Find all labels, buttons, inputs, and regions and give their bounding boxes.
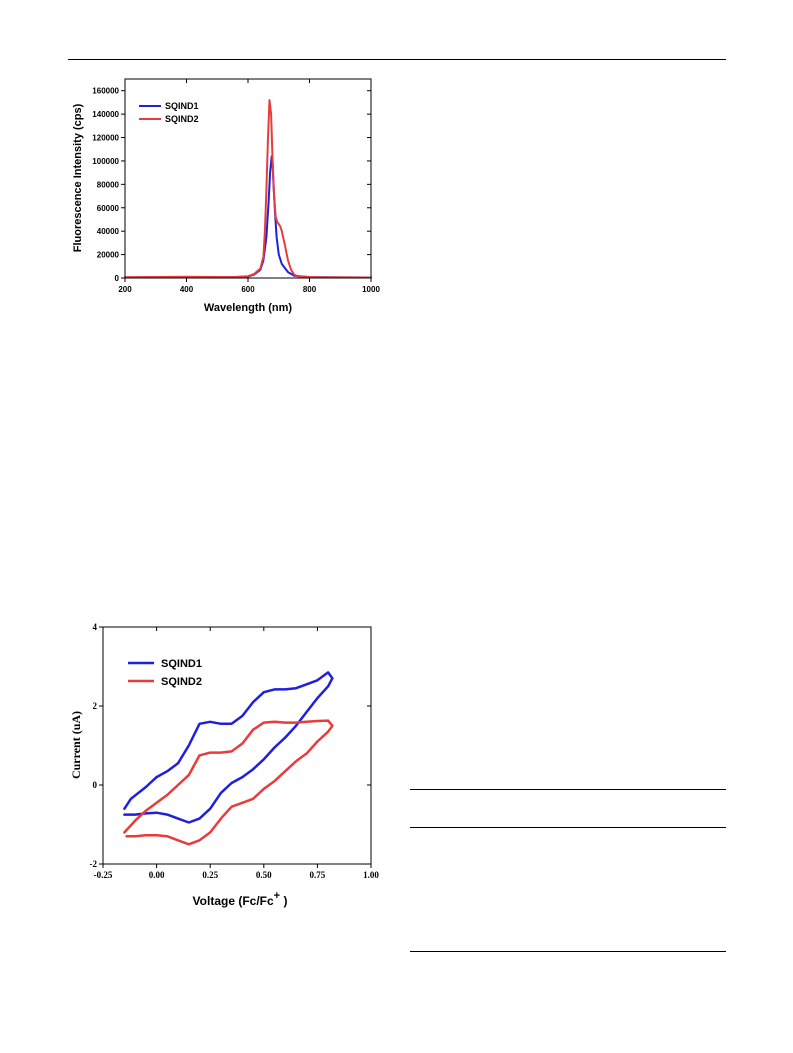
legend-label-sqind1: SQIND1 <box>165 101 199 111</box>
x-tick-label: 600 <box>241 285 255 294</box>
y-tick-label: 120000 <box>92 134 119 143</box>
y-tick-label: 40000 <box>97 227 120 236</box>
y-tick-label: 0 <box>115 274 120 283</box>
x-axis-title: Wavelength (nm) <box>204 302 293 314</box>
y-axis-title: Current (uA) <box>69 711 83 779</box>
fluorescence-chart: 0 20000 40000 60000 80000 100000 120000 140000 1… <box>72 78 380 314</box>
table-header-rule <box>410 827 726 828</box>
x-axis-ticks: -0.25 0.00 0.25 0.50 0.75 1.00 <box>94 627 379 880</box>
x-tick-label: 1.00 <box>363 870 379 880</box>
y-tick-label: -2 <box>90 859 98 869</box>
table-bottom-rule <box>410 951 726 952</box>
x-tick-label: 1000 <box>362 285 380 294</box>
y-axis-title: Fluorescence Intensity (cps) <box>72 103 84 252</box>
x-tick-label: 200 <box>118 285 132 294</box>
y-tick-label: 80000 <box>97 180 120 189</box>
y-tick-label: 60000 <box>97 204 120 213</box>
y-axis-ticks: -2 0 2 4 <box>90 622 371 869</box>
x-axis-title: Voltage (Fc/Fc+ ) <box>193 890 288 908</box>
legend-label-sqind2: SQIND2 <box>161 676 202 688</box>
x-tick-label: 0.50 <box>256 870 272 880</box>
y-axis-ticks: 0 20000 40000 60000 80000 100000 120000 140000 1… <box>92 87 371 283</box>
x-tick-label: -0.25 <box>94 870 113 880</box>
legend-label-sqind1: SQIND1 <box>161 658 202 670</box>
x-tick-label: 800 <box>303 285 317 294</box>
y-tick-label: 2 <box>93 701 98 711</box>
legend: SQIND1 SQIND2 <box>139 101 199 124</box>
series-lines <box>123 671 334 846</box>
y-tick-label: 100000 <box>92 157 119 166</box>
series-lines <box>124 99 372 279</box>
series-line-sqind1 <box>123 671 334 824</box>
x-axis-ticks: 200 400 600 800 1000 <box>118 79 380 294</box>
y-tick-label: 0 <box>93 780 98 790</box>
x-tick-label: 400 <box>180 285 194 294</box>
y-tick-label: 20000 <box>97 251 120 260</box>
x-tick-label: 0.25 <box>202 870 218 880</box>
legend-label-sqind2: SQIND2 <box>165 114 199 124</box>
x-tick-label: 0.00 <box>149 870 165 880</box>
table-top-rule <box>410 789 726 790</box>
y-tick-label: 140000 <box>92 110 119 119</box>
header-rule <box>68 59 726 60</box>
legend: SQIND1 SQIND2 <box>128 658 202 688</box>
plot-frame <box>102 626 372 865</box>
y-tick-label: 160000 <box>92 87 119 96</box>
cyclic-voltammetry-chart: -2 0 2 4 -0.25 0.00 0.25 0.50 0.75 1.00 Current … <box>69 622 379 908</box>
series-line-sqind2 <box>124 99 372 279</box>
series-line-sqind2 <box>123 719 334 846</box>
series-line-sqind1 <box>124 155 372 279</box>
y-tick-label: 4 <box>93 622 98 632</box>
plot-frame <box>124 78 372 279</box>
x-tick-label: 0.75 <box>310 870 326 880</box>
